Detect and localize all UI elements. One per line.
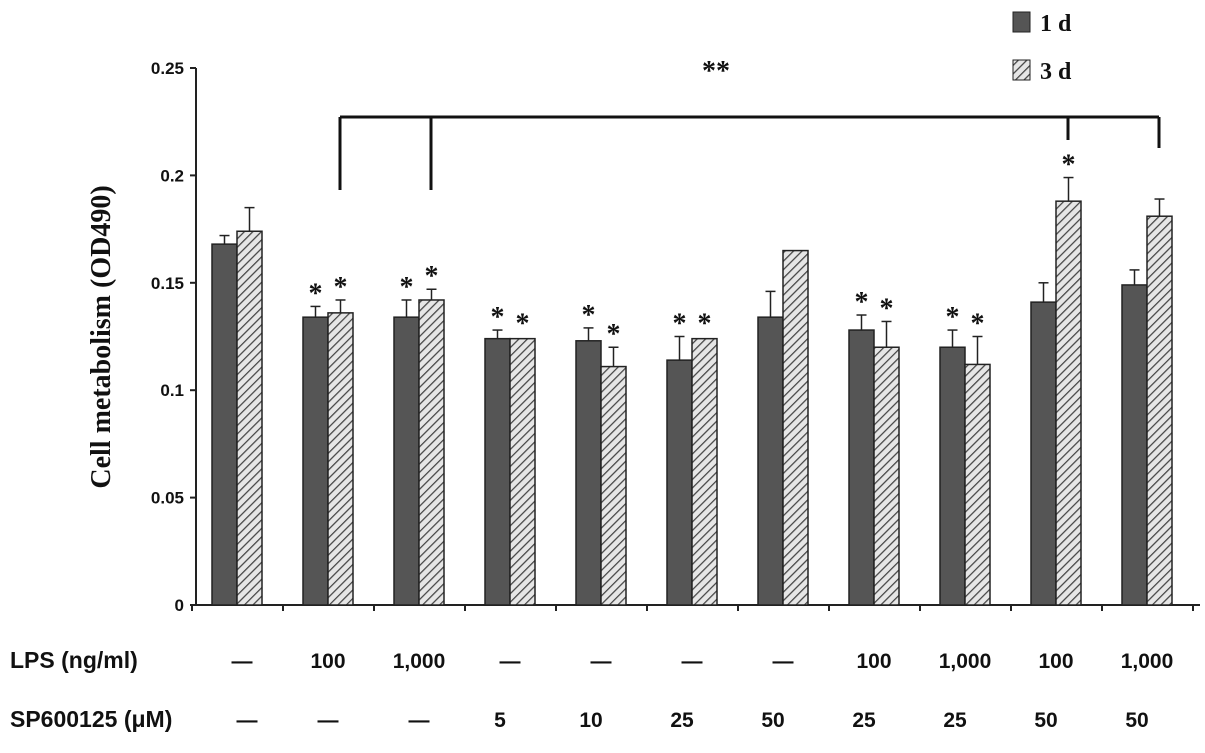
bar-1d-1 xyxy=(302,316,329,606)
sp-label: 50 xyxy=(761,709,784,732)
lps-label: 1,000 xyxy=(1121,650,1174,673)
significance-asterisk: * xyxy=(971,309,985,340)
bar-1d-7 xyxy=(848,329,875,606)
bars: * * * * * * * * * * * * * * * xyxy=(211,115,1173,606)
legend: 1 d 3 d xyxy=(1012,11,1072,85)
significance-asterisk: * xyxy=(491,302,505,333)
significance-asterisk: * xyxy=(582,300,596,331)
bar-1d-0 xyxy=(211,243,238,606)
significance-asterisk: * xyxy=(400,272,414,303)
significance-asterisk: * xyxy=(855,287,869,318)
significance-asterisk: * xyxy=(334,272,348,303)
significance-asterisk: * xyxy=(425,261,439,292)
y-axis: 0 0.05 0.1 0.15 0.2 0.25 xyxy=(151,59,1200,615)
significance-asterisk: * xyxy=(1062,150,1076,181)
sp-label: 50 xyxy=(1125,709,1148,732)
y-tick-label: 0.05 xyxy=(151,489,184,508)
lps-label: 100 xyxy=(856,650,891,673)
sp-label: — xyxy=(237,709,258,732)
bar-3d-4 xyxy=(600,365,627,606)
y-tick-label: 0.2 xyxy=(160,166,184,185)
significance-asterisk: * xyxy=(309,278,323,309)
y-tick-label: 0.15 xyxy=(151,274,184,293)
bar-1d-2 xyxy=(393,316,420,606)
significance-asterisk: * xyxy=(698,309,712,340)
y-axis-label: Cell metabolism (OD490) xyxy=(86,185,117,488)
bar-3d-8 xyxy=(964,363,991,606)
sp-label: — xyxy=(318,709,339,732)
significance-asterisk: * xyxy=(607,319,621,350)
lps-label: 100 xyxy=(1038,650,1073,673)
bar-1d-4 xyxy=(575,340,602,606)
lps-label: — xyxy=(773,650,794,673)
lps-label: — xyxy=(591,650,612,673)
y-tick-label: 0 xyxy=(175,596,184,615)
significance-asterisk: * xyxy=(880,293,894,324)
category-labels: — 100 1,000 — — — — 100 1,000 100 1,000 — — — 5 10 25 50 2… xyxy=(232,650,1174,732)
lps-label: 1,000 xyxy=(939,650,992,673)
bar-1d-6 xyxy=(757,316,784,606)
lps-label: 1,000 xyxy=(393,650,446,673)
lps-label: 100 xyxy=(310,650,345,673)
bar-3d-1 xyxy=(327,312,354,606)
sp-label: 10 xyxy=(579,709,602,732)
row-label-lps: LPS (ng/ml) xyxy=(10,647,138,673)
bar-3d-5 xyxy=(691,337,718,606)
lps-label: — xyxy=(682,650,703,673)
y-tick-label: 0.25 xyxy=(151,59,184,78)
bar-3d-7 xyxy=(873,346,900,606)
bar-3d-6 xyxy=(782,249,809,606)
sp-label: 25 xyxy=(852,709,876,732)
bar-1d-10 xyxy=(1121,284,1148,606)
bar-1d-3 xyxy=(484,337,511,606)
legend-swatch-1d xyxy=(1012,11,1031,33)
significance-asterisk: * xyxy=(946,302,960,333)
lps-label: — xyxy=(232,650,253,673)
sp-label: — xyxy=(409,709,430,732)
sp-label: 5 xyxy=(494,709,506,732)
bar-3d-9 xyxy=(1055,200,1082,606)
sp-label: 25 xyxy=(670,709,694,732)
bar-3d-10 xyxy=(1146,215,1173,606)
row-label-sp: SP600125 (μM) xyxy=(10,706,172,732)
sp-label: 25 xyxy=(943,709,967,732)
bar-3d-3 xyxy=(509,337,536,606)
significance-asterisk: * xyxy=(516,309,530,340)
legend-swatch-3d xyxy=(1012,59,1031,81)
bar-1d-8 xyxy=(939,346,966,606)
legend-label-3d: 3 d xyxy=(1040,59,1072,85)
legend-label-1d: 1 d xyxy=(1040,11,1072,37)
bar-1d-9 xyxy=(1030,301,1057,606)
bar-1d-5 xyxy=(666,359,693,606)
y-tick-label: 0.1 xyxy=(160,381,184,400)
sp-label: 50 xyxy=(1034,709,1057,732)
significance-asterisk: * xyxy=(673,309,687,340)
bracket-annotation: ** xyxy=(702,56,730,87)
bar-3d-0 xyxy=(236,230,263,606)
bar-3d-2 xyxy=(418,299,445,606)
lps-label: — xyxy=(500,650,521,673)
